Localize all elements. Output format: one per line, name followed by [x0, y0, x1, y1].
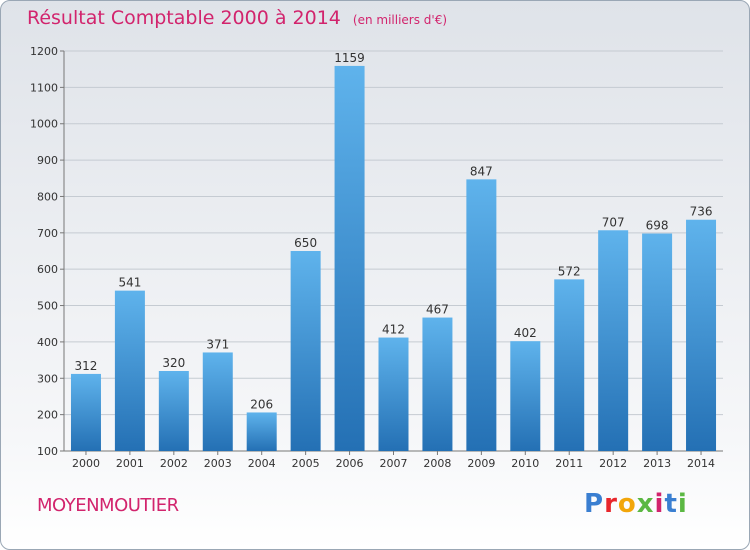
- logo-letter: r: [604, 489, 618, 519]
- x-tick-label: 2002: [160, 457, 188, 470]
- logo-letter: P: [584, 489, 605, 519]
- x-tick-label: 2004: [248, 457, 276, 470]
- bar-value-label: 847: [470, 164, 493, 178]
- x-tick-label: 2014: [687, 457, 715, 470]
- bar-value-label: 736: [690, 205, 713, 219]
- bar: [642, 233, 673, 451]
- x-tick-label: 2009: [467, 457, 495, 470]
- bar-value-label: 206: [250, 397, 273, 411]
- y-tick-label: 900: [37, 154, 58, 167]
- bar: [510, 341, 541, 451]
- y-tick-label: 200: [37, 409, 58, 422]
- y-tick-label: 1000: [30, 118, 58, 131]
- y-tick-label: 400: [37, 336, 58, 349]
- bar: [158, 371, 189, 451]
- bar-value-label: 412: [382, 323, 405, 337]
- x-tick-label: 2007: [380, 457, 408, 470]
- bar: [70, 373, 101, 451]
- x-tick-label: 2012: [599, 457, 627, 470]
- bar-value-label: 467: [426, 303, 449, 317]
- bar: [114, 290, 145, 451]
- y-tick-label: 100: [37, 445, 58, 458]
- bar-value-label: 320: [162, 356, 185, 370]
- bar: [290, 251, 321, 451]
- chart-title: Résultat Comptable 2000 à 2014: [27, 7, 341, 29]
- y-tick-label: 600: [37, 263, 58, 276]
- bar: [598, 230, 629, 451]
- x-tick-label: 2005: [292, 457, 320, 470]
- logo-letter: x: [636, 489, 655, 519]
- chart-subtitle: (en milliers d'€): [352, 13, 448, 27]
- bar: [334, 65, 365, 451]
- bar-value-label: 312: [75, 359, 98, 373]
- bar: [202, 352, 233, 451]
- bar: [466, 179, 497, 451]
- bar-value-label: 698: [646, 219, 669, 233]
- bar-value-label: 707: [602, 215, 625, 229]
- bar-value-label: 650: [294, 236, 317, 250]
- x-tick-label: 2011: [555, 457, 583, 470]
- bar: [422, 317, 453, 451]
- y-tick-label: 1100: [30, 81, 58, 94]
- x-tick-label: 2003: [204, 457, 232, 470]
- y-tick-label: 500: [37, 300, 58, 313]
- logo-letter: i: [654, 489, 665, 519]
- x-tick-label: 2013: [643, 457, 671, 470]
- bar-value-label: 371: [206, 337, 229, 351]
- x-tick-label: 2001: [116, 457, 144, 470]
- bar: [246, 412, 277, 451]
- bar-value-label: 541: [118, 276, 141, 290]
- y-tick-label: 300: [37, 372, 58, 385]
- y-tick-label: 1200: [30, 45, 58, 58]
- bar-value-label: 402: [514, 326, 537, 340]
- logo-letter: o: [617, 489, 637, 519]
- logo-letter: t: [664, 489, 678, 519]
- logo-letter: i: [677, 489, 688, 519]
- x-tick-label: 2000: [72, 457, 100, 470]
- title-row: Résultat Comptable 2000 à 2014 (en milli…: [27, 7, 447, 29]
- x-tick-label: 2006: [336, 457, 364, 470]
- bar-value-label: 572: [558, 264, 581, 278]
- proxiti-logo: Proxiti: [584, 489, 688, 519]
- bar: [554, 279, 585, 451]
- bar: [686, 219, 717, 451]
- bar: [378, 337, 409, 451]
- y-tick-label: 700: [37, 227, 58, 240]
- bar-value-label: 1159: [334, 51, 365, 65]
- x-tick-label: 2008: [423, 457, 451, 470]
- x-tick-label: 2010: [511, 457, 539, 470]
- commune-name: MOYENMOUTIER: [37, 495, 179, 516]
- y-tick-label: 800: [37, 190, 58, 203]
